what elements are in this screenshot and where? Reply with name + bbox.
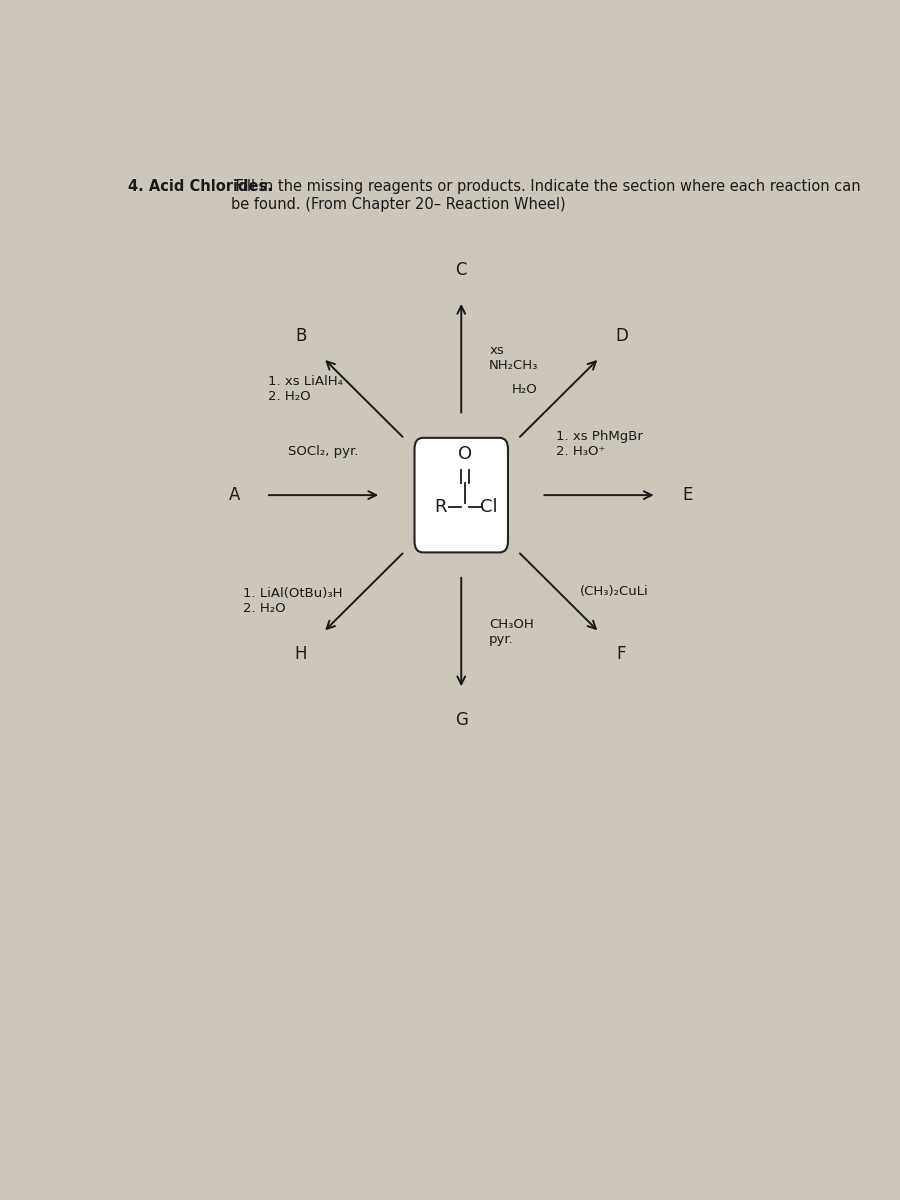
Text: H: H — [294, 646, 307, 664]
Text: 1. xs LiAlH₄
2. H₂O: 1. xs LiAlH₄ 2. H₂O — [268, 376, 343, 403]
Text: 1. xs PhMgBr
2. H₃O⁺: 1. xs PhMgBr 2. H₃O⁺ — [555, 430, 643, 458]
Text: O: O — [458, 444, 472, 462]
Text: R: R — [434, 498, 446, 516]
Text: C: C — [455, 260, 467, 278]
Text: CH₃OH
pyr.: CH₃OH pyr. — [490, 618, 534, 646]
Text: Cl: Cl — [481, 498, 498, 516]
Text: H₂O: H₂O — [512, 383, 537, 396]
FancyBboxPatch shape — [415, 438, 508, 552]
Text: xs
NH₂CH₃: xs NH₂CH₃ — [490, 344, 538, 372]
Text: F: F — [616, 646, 626, 664]
Text: E: E — [683, 486, 693, 504]
Text: SOCl₂, pyr.: SOCl₂, pyr. — [288, 445, 359, 458]
Text: B: B — [295, 326, 307, 344]
Text: 4. Acid Chlorides.: 4. Acid Chlorides. — [128, 179, 273, 194]
Text: G: G — [454, 712, 468, 730]
Text: Fill in the missing reagents or products. Indicate the section where each reacti: Fill in the missing reagents or products… — [231, 179, 860, 211]
Text: A: A — [229, 486, 240, 504]
Text: D: D — [615, 326, 628, 344]
Text: 1. LiAl(OtBu)₃H
2. H₂O: 1. LiAl(OtBu)₃H 2. H₂O — [243, 587, 343, 616]
Text: (CH₃)₂CuLi: (CH₃)₂CuLi — [580, 586, 648, 599]
